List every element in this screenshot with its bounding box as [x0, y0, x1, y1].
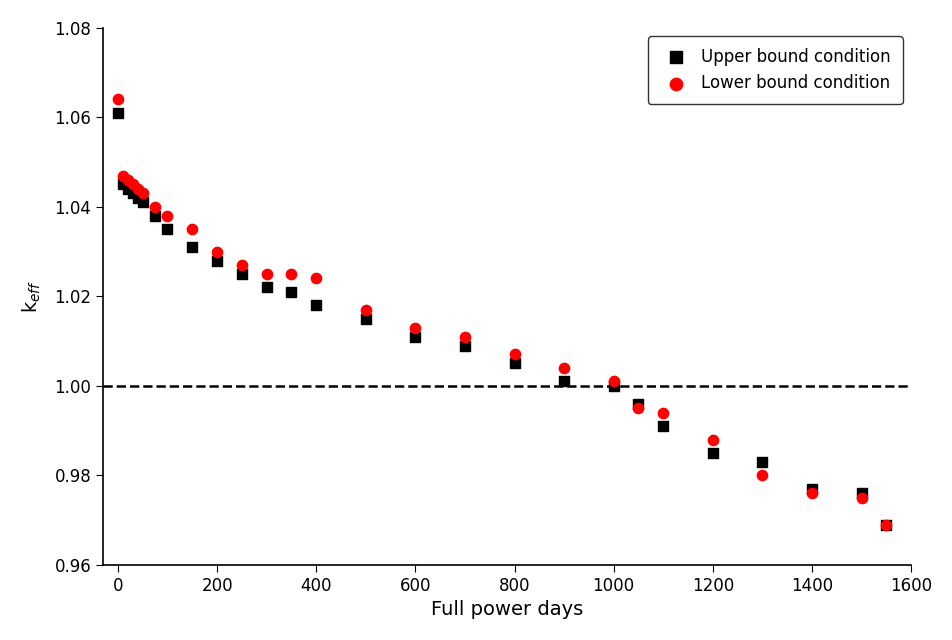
Lower bound condition: [803, 488, 819, 499]
Lower bound condition: [308, 273, 324, 284]
Lower bound condition: [506, 349, 522, 360]
Upper bound condition: [803, 484, 819, 494]
Lower bound condition: [160, 211, 175, 221]
Lower bound condition: [630, 403, 645, 413]
Lower bound condition: [284, 269, 299, 279]
Lower bound condition: [853, 493, 868, 503]
Lower bound condition: [130, 184, 146, 194]
Upper bound condition: [234, 269, 249, 279]
Upper bound condition: [556, 376, 571, 387]
Upper bound condition: [457, 340, 472, 351]
Lower bound condition: [878, 520, 893, 530]
Lower bound condition: [754, 470, 769, 481]
Upper bound condition: [630, 399, 645, 409]
Lower bound condition: [148, 202, 163, 212]
Lower bound condition: [358, 305, 373, 315]
Upper bound condition: [160, 224, 175, 234]
Upper bound condition: [259, 282, 274, 292]
Lower bound condition: [185, 224, 200, 234]
Upper bound condition: [125, 188, 140, 198]
Lower bound condition: [605, 376, 621, 387]
Y-axis label: k$_{eff}$: k$_{eff}$: [21, 280, 43, 313]
Upper bound condition: [655, 421, 670, 431]
Lower bound condition: [120, 175, 135, 185]
Upper bound condition: [853, 488, 868, 499]
X-axis label: Full power days: Full power days: [430, 600, 583, 619]
Legend: Upper bound condition, Lower bound condition: Upper bound condition, Lower bound condi…: [647, 36, 902, 104]
Upper bound condition: [130, 193, 146, 203]
Lower bound condition: [407, 323, 423, 333]
Upper bound condition: [308, 300, 324, 310]
Upper bound condition: [704, 448, 720, 458]
Lower bound condition: [259, 269, 274, 279]
Lower bound condition: [135, 188, 150, 198]
Upper bound condition: [878, 520, 893, 530]
Upper bound condition: [110, 108, 126, 118]
Upper bound condition: [407, 332, 423, 342]
Upper bound condition: [754, 457, 769, 467]
Upper bound condition: [605, 381, 621, 391]
Upper bound condition: [115, 179, 130, 189]
Lower bound condition: [115, 170, 130, 180]
Upper bound condition: [135, 197, 150, 207]
Upper bound condition: [209, 255, 225, 266]
Lower bound condition: [234, 260, 249, 270]
Lower bound condition: [110, 94, 126, 104]
Upper bound condition: [284, 287, 299, 297]
Lower bound condition: [556, 363, 571, 373]
Upper bound condition: [185, 242, 200, 252]
Upper bound condition: [120, 184, 135, 194]
Lower bound condition: [655, 408, 670, 418]
Lower bound condition: [209, 246, 225, 257]
Lower bound condition: [457, 332, 472, 342]
Upper bound condition: [148, 211, 163, 221]
Upper bound condition: [358, 314, 373, 324]
Upper bound condition: [506, 358, 522, 369]
Lower bound condition: [704, 435, 720, 445]
Lower bound condition: [125, 179, 140, 189]
